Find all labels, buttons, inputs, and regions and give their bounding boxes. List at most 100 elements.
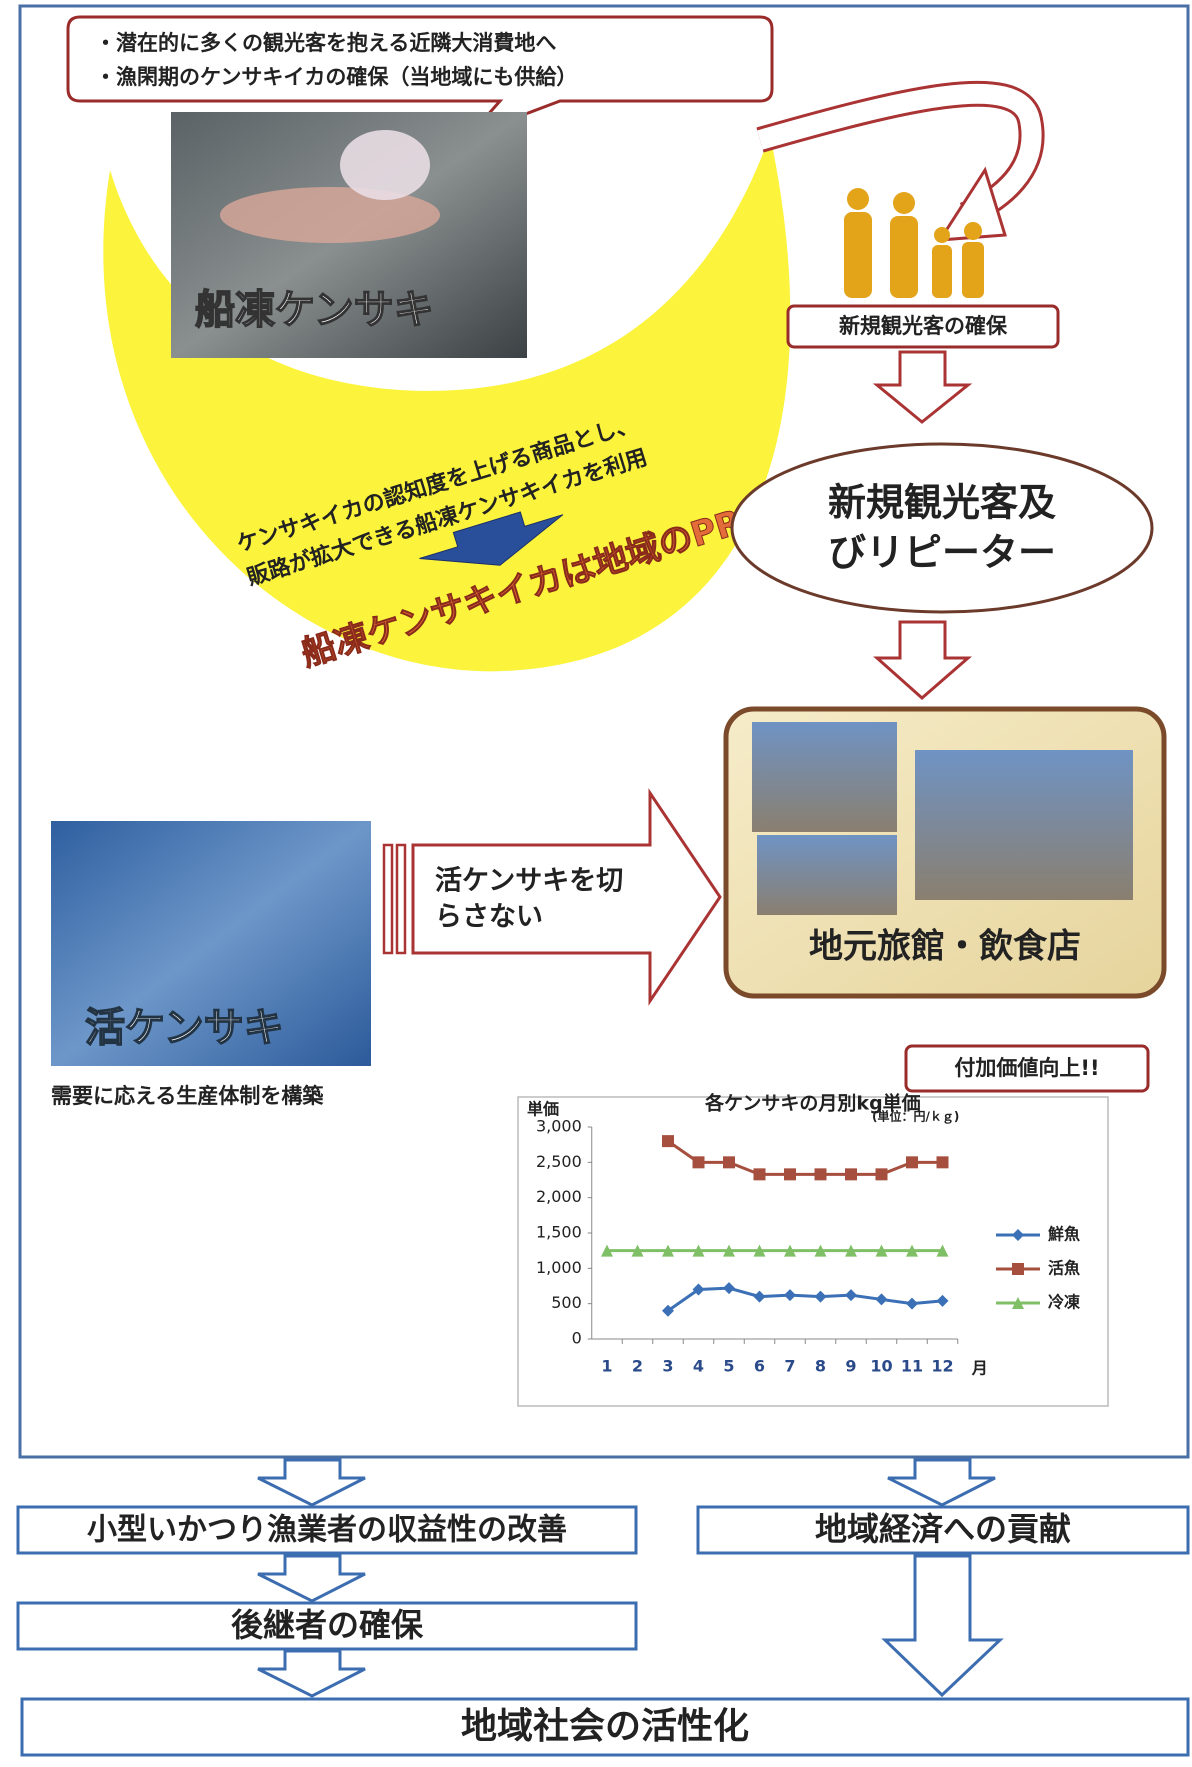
marker xyxy=(906,1156,918,1169)
arrow-tail xyxy=(382,843,394,955)
outcome-box xyxy=(16,1505,638,1555)
y-tick-label: 1,500 xyxy=(536,1223,582,1242)
marker xyxy=(845,1289,857,1302)
marker xyxy=(845,1168,857,1181)
callout-line: ・漁閑期のケンサキイカの確保（当地域にも供給） xyxy=(95,65,577,89)
down-arrow xyxy=(257,1458,366,1507)
marker xyxy=(936,1294,949,1307)
down-arrow xyxy=(257,1649,366,1698)
marker xyxy=(784,1244,796,1257)
marker xyxy=(662,1244,674,1257)
marker xyxy=(692,1156,705,1169)
marker xyxy=(936,1156,949,1169)
outcome-label: 地域経済への貢献 xyxy=(815,1510,1071,1548)
legend-label: 鮮魚 xyxy=(1048,1225,1080,1244)
marker xyxy=(1012,1263,1024,1275)
chart-badge: 付加価値向上!! xyxy=(954,1056,1099,1080)
right-arrow xyxy=(411,788,722,1006)
down-arrow xyxy=(887,1458,996,1507)
y-axis-label: 単価 xyxy=(527,1100,559,1119)
marker xyxy=(814,1168,827,1181)
down-arrow xyxy=(257,1554,366,1603)
badge-box xyxy=(904,1044,1150,1093)
photo-hotel xyxy=(752,722,897,832)
marker xyxy=(1012,1229,1024,1241)
y-tick-label: 0 xyxy=(572,1329,582,1348)
flow-label: 新規観光客の確保 xyxy=(839,314,1008,338)
marker xyxy=(845,1244,857,1257)
marker xyxy=(692,1244,705,1257)
marker xyxy=(814,1244,827,1257)
flow-label: 活ケンサキを切 xyxy=(435,866,623,897)
marker xyxy=(631,1244,644,1257)
photo-restaurant xyxy=(915,750,1133,900)
marker xyxy=(753,1290,766,1303)
y-tick-label: 500 xyxy=(551,1293,582,1312)
x-tick-label: 2 xyxy=(632,1357,643,1376)
arrow-tail xyxy=(395,843,407,955)
curved-arrow xyxy=(757,83,1042,225)
marker xyxy=(906,1244,918,1257)
label-box xyxy=(786,304,1060,349)
flow-label: らさない xyxy=(435,902,543,933)
outcome-box xyxy=(16,1601,638,1651)
x-tick-label: 7 xyxy=(784,1357,795,1376)
outcome-label: 地域社会の活性化 xyxy=(461,1706,749,1747)
photo-hotel xyxy=(757,835,897,915)
x-tick-label: 12 xyxy=(931,1357,953,1376)
outcome-box xyxy=(20,1697,1190,1757)
series-line xyxy=(667,1286,943,1312)
outer-frame xyxy=(18,4,1190,1459)
marker xyxy=(875,1168,888,1181)
x-tick-label: 3 xyxy=(662,1357,673,1376)
x-tick-label: 6 xyxy=(754,1357,765,1376)
marker xyxy=(723,1282,735,1295)
marker xyxy=(875,1293,888,1306)
photo-label: 活ケンサキ xyxy=(85,1005,284,1051)
x-tick-label: 5 xyxy=(723,1357,734,1376)
marker xyxy=(814,1290,827,1303)
marker xyxy=(875,1244,888,1257)
down-arrow xyxy=(873,620,973,700)
x-tick-label: 11 xyxy=(901,1357,923,1376)
marker xyxy=(723,1244,735,1257)
legend-label: 冷凍 xyxy=(1048,1293,1080,1312)
marker xyxy=(784,1289,796,1302)
marker xyxy=(723,1156,735,1169)
y-tick-label: 1,000 xyxy=(536,1258,582,1277)
marker xyxy=(601,1244,613,1257)
marker xyxy=(784,1168,796,1181)
x-tick-label: 9 xyxy=(845,1357,856,1376)
chart-unit: (単位：円/ｋｇ) xyxy=(872,1109,959,1125)
marker xyxy=(662,1304,674,1317)
x-tick-label: 10 xyxy=(870,1357,892,1376)
marker xyxy=(906,1297,918,1310)
outcome-label: 後継者の確保 xyxy=(231,1606,424,1644)
x-tick-label: 4 xyxy=(693,1357,704,1376)
photo-live xyxy=(51,821,371,1066)
chart-title: 各ケンサキの月別kg単価 xyxy=(704,1092,921,1115)
chart: 各ケンサキの月別kg単価(単位：円/ｋｇ) 単価月 0 500 1,000 1,500 2,… xyxy=(527,1092,1080,1378)
marker xyxy=(692,1283,705,1296)
squid-shape xyxy=(340,130,430,200)
callout-line: ・潜在的に多くの観光客を抱える近隣大消費地へ xyxy=(95,31,556,55)
squid-shape xyxy=(220,187,440,243)
people-icon xyxy=(844,188,984,298)
photo-label: 船凍ケンサキ xyxy=(195,287,434,333)
marker xyxy=(662,1135,674,1148)
down-arrow xyxy=(872,350,973,424)
y-tick-label: 2,000 xyxy=(536,1187,582,1206)
marker xyxy=(753,1168,766,1181)
marker xyxy=(936,1244,949,1257)
x-axis-label: 月 xyxy=(971,1359,988,1378)
down-arrow xyxy=(419,511,564,566)
down-arrow xyxy=(881,1554,1004,1698)
x-tick-label: 1 xyxy=(601,1357,612,1376)
flow-label: 地元旅館・飲食店 xyxy=(809,927,1081,967)
y-tick-label: 2,500 xyxy=(536,1152,582,1171)
x-tick-label: 8 xyxy=(815,1357,826,1376)
photo-caption: 需要に応える生産体制を構築 xyxy=(51,1084,324,1108)
legend-label: 活魚 xyxy=(1048,1259,1080,1278)
crescent xyxy=(103,135,791,672)
